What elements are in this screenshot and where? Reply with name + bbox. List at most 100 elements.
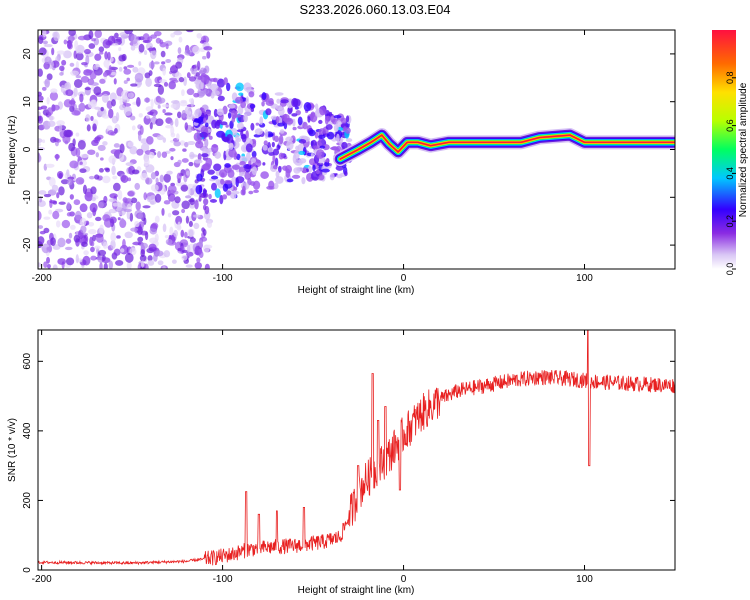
transition-blob [278, 152, 284, 160]
noise-blob [119, 97, 124, 106]
transition-blob [196, 173, 203, 182]
transition-blob [335, 165, 344, 171]
colorbar-tick-label: 0.0 [725, 263, 735, 276]
noise-blob [129, 247, 137, 256]
noise-blob [138, 43, 145, 53]
transition-blob [336, 133, 340, 143]
noise-blob [46, 73, 53, 81]
transition-blob [307, 115, 311, 123]
noise-blob [120, 175, 129, 183]
noise-blob [167, 212, 172, 218]
noise-blob [151, 222, 159, 230]
noise-blob [164, 234, 170, 239]
noise-blob [162, 67, 167, 76]
noise-blob [198, 250, 204, 259]
noise-blob [145, 77, 152, 87]
noise-blob [94, 245, 101, 250]
noise-blob [178, 36, 183, 43]
transition-blob [285, 117, 294, 125]
noise-blob [52, 264, 58, 269]
noise-blob [168, 80, 176, 90]
transition-blob [238, 92, 244, 96]
transition-blob [238, 172, 243, 177]
noise-blob [174, 196, 181, 204]
noise-blob [189, 154, 198, 158]
transition-blob [194, 108, 202, 118]
transition-blob [219, 169, 228, 178]
noise-blob [185, 264, 193, 268]
transition-blob [195, 140, 204, 149]
noise-blob [165, 43, 169, 50]
noise-blob [55, 220, 61, 228]
transition-blob [233, 186, 238, 191]
noise-blob [131, 169, 140, 175]
noise-blob [111, 43, 119, 47]
noise-blob [101, 257, 111, 264]
noise-blob [154, 193, 162, 203]
noise-blob [159, 174, 164, 183]
noise-blob [108, 155, 117, 164]
noise-blob [94, 174, 100, 180]
transition-blob [310, 111, 316, 118]
transition-blob [211, 143, 219, 153]
noise-blob [163, 200, 171, 205]
noise-blob [143, 192, 148, 201]
noise-blob [102, 175, 111, 184]
noise-blob [121, 89, 130, 100]
noise-blob [116, 95, 122, 101]
noise-blob [193, 222, 200, 230]
transition-blob [308, 129, 316, 137]
transition-blob [229, 120, 234, 129]
transition-blob [275, 176, 284, 184]
noise-blob [94, 136, 102, 141]
noise-blob [143, 50, 148, 55]
noise-blob [51, 184, 59, 192]
noise-blob [38, 115, 44, 124]
noise-blob [87, 149, 96, 155]
noise-blob [171, 64, 177, 71]
transition-blob [276, 144, 281, 151]
transition-blob [244, 164, 251, 173]
noise-blob [123, 103, 131, 107]
transition-blob [239, 161, 246, 166]
noise-blob [181, 89, 185, 97]
snr-series-line [38, 330, 675, 566]
noise-blob [146, 135, 154, 145]
transition-blob [345, 138, 353, 143]
colorbar-tick-label: 0.6 [725, 119, 735, 132]
transition-blob [275, 170, 280, 178]
noise-blob [171, 100, 180, 104]
transition-blob [248, 91, 255, 98]
noise-blob [107, 51, 111, 61]
noise-blob [100, 106, 104, 112]
noise-blob [48, 115, 55, 121]
noise-blob [110, 71, 117, 76]
noise-blob [184, 122, 189, 131]
noise-blob [63, 99, 73, 108]
transition-blob [261, 101, 265, 107]
noise-blob [106, 100, 113, 109]
transition-blob [301, 177, 306, 185]
noise-blob [157, 84, 165, 95]
noise-blob [48, 177, 56, 187]
transition-blob [325, 158, 330, 163]
transition-blob [232, 114, 242, 118]
noise-blob [38, 138, 43, 144]
noise-blob [110, 232, 117, 242]
transition-blob [345, 115, 350, 123]
noise-blob [58, 186, 65, 196]
noise-blob [131, 125, 136, 131]
noise-blob [139, 254, 147, 262]
noise-blob [170, 103, 177, 109]
noise-blob [38, 95, 44, 102]
spectrogram-blobs [38, 30, 353, 269]
noise-blob [80, 225, 87, 234]
noise-blob [160, 50, 166, 58]
noise-blob [77, 35, 87, 41]
noise-blob [124, 252, 134, 263]
noise-blob [165, 59, 172, 64]
noise-blob [124, 30, 133, 35]
noise-blob [174, 117, 179, 128]
transition-blob [302, 121, 308, 130]
